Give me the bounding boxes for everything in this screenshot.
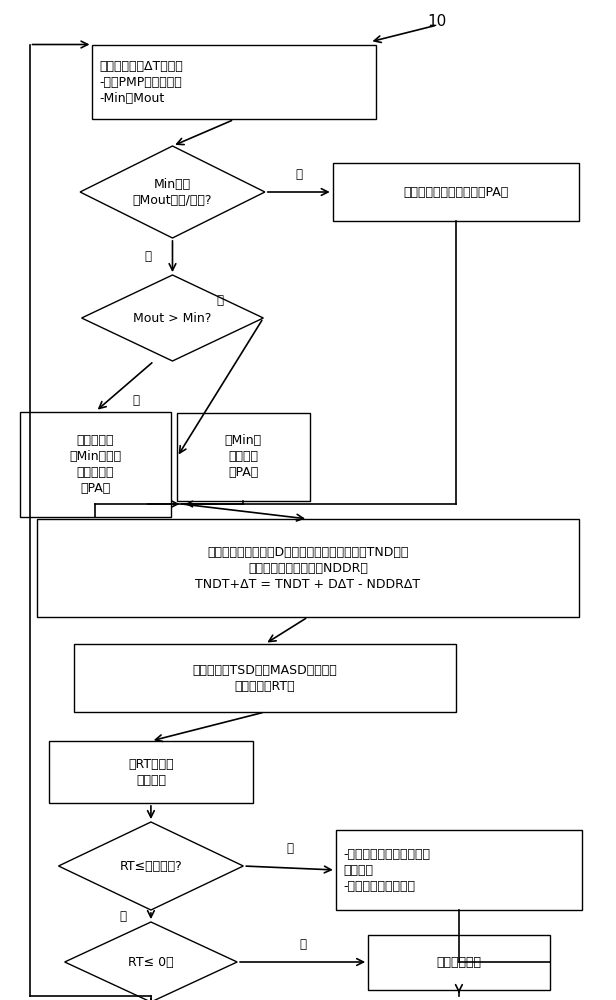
Text: -将可听见的警报信号发送
到扬声器
-使其显现在显示器上: -将可听见的警报信号发送 到扬声器 -使其显现在显示器上 bbox=[343, 848, 430, 892]
FancyBboxPatch shape bbox=[20, 412, 171, 516]
Text: 否: 否 bbox=[120, 910, 127, 922]
Text: 是: 是 bbox=[144, 250, 152, 263]
Polygon shape bbox=[80, 146, 265, 238]
Text: 测量（在间隔ΔT期间）
-来自PMP的音频输入
-Min和Mout: 测量（在间隔ΔT期间） -来自PMP的音频输入 -Min和Mout bbox=[100, 60, 184, 104]
FancyBboxPatch shape bbox=[368, 934, 550, 990]
FancyBboxPatch shape bbox=[336, 830, 582, 910]
Text: 从Min中
计算声压
（PA）: 从Min中 计算声压 （PA） bbox=[225, 434, 262, 480]
Polygon shape bbox=[82, 275, 264, 361]
Polygon shape bbox=[65, 922, 237, 1000]
Text: 计算用于使TSD达到MASD的估算的
剩余时间（RT）: 计算用于使TSD达到MASD的估算的 剩余时间（RT） bbox=[193, 664, 337, 692]
FancyBboxPatch shape bbox=[37, 519, 579, 617]
Text: 是: 是 bbox=[299, 938, 306, 952]
Text: 否: 否 bbox=[217, 294, 224, 307]
FancyBboxPatch shape bbox=[74, 644, 456, 712]
FancyBboxPatch shape bbox=[49, 741, 253, 803]
FancyBboxPatch shape bbox=[333, 163, 579, 221]
Text: Min是否
与Mout关联/相关?: Min是否 与Mout关联/相关? bbox=[132, 178, 213, 207]
Text: 从音频输入中计算声压（PA）: 从音频输入中计算声压（PA） bbox=[403, 186, 508, 198]
FancyBboxPatch shape bbox=[92, 44, 376, 119]
Polygon shape bbox=[59, 822, 243, 910]
Text: RT≤ 0？: RT≤ 0？ bbox=[128, 956, 174, 968]
Text: 是: 是 bbox=[286, 842, 293, 855]
Text: 使RT显现在
显示器上: 使RT显现在 显示器上 bbox=[128, 758, 174, 786]
Text: Mout > Min?: Mout > Min? bbox=[133, 312, 212, 324]
Text: 计算间隔噪音音量（D）和累积的总噪音音量（TND），
包含噪音音量降低率（NDDR）
TNDT+ΔT = TNDT + DΔT - NDDRΔT: 计算间隔噪音音量（D）和累积的总噪音音量（TND）， 包含噪音音量降低率（NDD… bbox=[195, 546, 421, 590]
Text: 从音频输入
与Min的加和
中计算声压
（PA）: 从音频输入 与Min的加和 中计算声压 （PA） bbox=[70, 434, 121, 494]
Text: 10: 10 bbox=[428, 14, 447, 29]
Text: RT≤时间阈值?: RT≤时间阈值? bbox=[120, 859, 182, 872]
Text: 是: 是 bbox=[132, 394, 139, 408]
Text: 采取听觉措施: 采取听觉措施 bbox=[436, 956, 482, 968]
FancyBboxPatch shape bbox=[177, 413, 310, 501]
Text: 否: 否 bbox=[295, 168, 302, 181]
